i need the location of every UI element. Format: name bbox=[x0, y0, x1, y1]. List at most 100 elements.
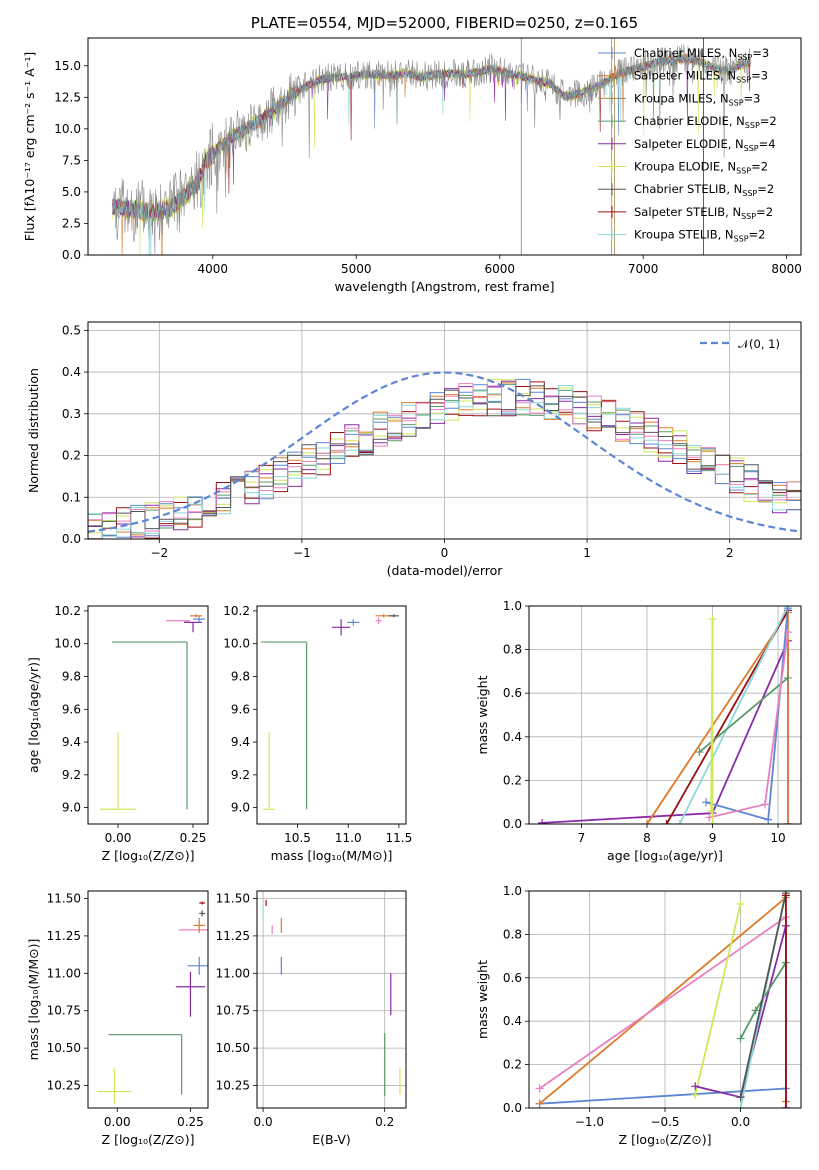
x-tick-label: 7 bbox=[578, 831, 586, 845]
legend-subscript: SSP bbox=[734, 235, 749, 244]
y-tick-label: 15.0 bbox=[54, 59, 81, 73]
mass-weight-marker bbox=[751, 1006, 760, 1015]
x-tick-label: 0.0 bbox=[254, 1115, 273, 1129]
x-tick-label: 5000 bbox=[341, 262, 372, 276]
y-tick-label: 10.2 bbox=[54, 604, 81, 618]
mass-weight-line bbox=[698, 677, 789, 753]
mass-weight-line bbox=[539, 916, 787, 1090]
y-tick-label: 11.00 bbox=[47, 966, 81, 980]
residual-histogram bbox=[88, 383, 801, 532]
x-axis-label: wavelength [Angstrom, rest frame] bbox=[334, 279, 554, 294]
spectrum-frame bbox=[87, 37, 802, 256]
x-tick-label: 11.0 bbox=[335, 831, 362, 845]
x-tick-label: 0.00 bbox=[105, 831, 132, 845]
legend-tail: =4 bbox=[759, 137, 776, 151]
x-axis-label: (data-model)/error bbox=[387, 563, 504, 578]
y-tick-label: 7.5 bbox=[62, 153, 81, 167]
y-tick-label: 1.0 bbox=[503, 599, 522, 613]
legend-entry: Salpeter STELIB, NSSP=2 bbox=[634, 205, 773, 221]
x-axis-label: E(B-V) bbox=[312, 1132, 351, 1147]
massweight_vs_z-panel: −1.0 −0.5 0.0 0.0 0.2 0.4 0.6 0.8 1.0 Z [log₁₀(Z/… bbox=[475, 884, 802, 1147]
massweight_vs_age-marks bbox=[538, 606, 792, 824]
legend-tail: =2 bbox=[749, 228, 766, 242]
y-tick-label: 0.4 bbox=[503, 730, 522, 744]
mass-weight-line bbox=[710, 619, 714, 824]
errorbar-point bbox=[388, 614, 399, 618]
mass-weight-marker bbox=[783, 673, 792, 682]
legend-tail: =3 bbox=[744, 91, 761, 105]
x-tick-label: −2 bbox=[150, 546, 168, 560]
y-tick-label: 5.0 bbox=[62, 185, 81, 199]
errorbar-point bbox=[193, 917, 206, 933]
legend-entry: Chabrier ELODIE, NSSP=2 bbox=[634, 114, 777, 130]
spectrum-panel: 4000 5000 6000 7000 8000 0.0 2.5 5.0 7.5 10.0 12.5… bbox=[22, 14, 802, 294]
y-tick-label: 0.0 bbox=[503, 1101, 522, 1115]
legend-subscript: SSP bbox=[744, 144, 759, 153]
residuals-frame bbox=[87, 321, 802, 540]
mass_vs_z-panel: 0.00 0.25 10.25 10.50 10.75 11.00 11.25 11.50 Z … bbox=[26, 890, 209, 1147]
mass-weight-marker bbox=[736, 900, 745, 909]
mass_vs_ebv-panel: 0.0 0.2 10.25 10.50 10.75 11.00 11.25 11.50 E(B-… bbox=[216, 890, 407, 1147]
x-axis-label: mass [log₁₀(M/M⊙)] bbox=[271, 848, 393, 863]
y-axis-label: age [log₁₀(age/yr)] bbox=[26, 657, 41, 773]
y-tick-label: 9.4 bbox=[231, 735, 250, 749]
y-tick-label: 9.4 bbox=[62, 735, 81, 749]
legend-entry: Chabrier STELIB, NSSP=2 bbox=[634, 182, 774, 198]
y-axis-label: mass weight bbox=[475, 675, 490, 754]
y-tick-label: 0.3 bbox=[62, 407, 81, 421]
errorbar-point bbox=[199, 910, 206, 917]
legend-entry: Chabrier MILES, NSSP=3 bbox=[634, 46, 769, 62]
residuals-marks bbox=[88, 371, 801, 539]
y-tick-label: 0.4 bbox=[503, 1014, 522, 1028]
legend-tail: =2 bbox=[756, 205, 773, 219]
y-tick-label: 0.2 bbox=[503, 1058, 522, 1072]
x-tick-label: 0 bbox=[441, 546, 449, 560]
mass-weight-marker bbox=[708, 820, 717, 824]
spectrum-series-line bbox=[112, 44, 751, 254]
y-tick-label: 9.0 bbox=[62, 801, 81, 815]
mass-weight-line bbox=[705, 608, 789, 821]
mass-weight-marker bbox=[736, 1034, 745, 1043]
y-tick-label: 0.8 bbox=[503, 927, 522, 941]
x-axis-label: age [log₁₀(age/yr)] bbox=[607, 848, 723, 863]
y-tick-label: 11.50 bbox=[216, 891, 250, 905]
y-axis-label: Flux [fλ10⁻¹⁷ erg cm⁻² s⁻¹ A⁻¹] bbox=[22, 52, 37, 241]
age_vs_z-marks bbox=[100, 614, 205, 810]
y-tick-label: 11.50 bbox=[47, 891, 81, 905]
y-tick-label: 10.2 bbox=[223, 604, 250, 618]
y-tick-label: 9.8 bbox=[231, 669, 250, 683]
age_vs_mass-frame bbox=[256, 605, 407, 825]
mass-weight-marker bbox=[760, 800, 769, 809]
mass_vs_ebv-marks bbox=[262, 899, 401, 1097]
mass-weight-marker bbox=[783, 628, 792, 637]
y-tick-label: 0.6 bbox=[503, 686, 522, 700]
x-tick-label: 10 bbox=[770, 831, 785, 845]
y-tick-label: 1.0 bbox=[503, 884, 522, 898]
errorbar-point bbox=[96, 1067, 132, 1104]
mass-weight-marker bbox=[538, 818, 547, 824]
errorbar-point bbox=[347, 619, 360, 626]
legend-tail: =3 bbox=[751, 69, 768, 83]
age_vs_mass-marks bbox=[261, 614, 399, 810]
mass-weight-line bbox=[678, 606, 789, 824]
legend-subscript: SSP bbox=[736, 76, 751, 85]
legend-entry: Salpeter ELODIE, NSSP=4 bbox=[634, 137, 776, 153]
x-tick-label: 0.25 bbox=[180, 831, 207, 845]
mass-weight-marker bbox=[783, 820, 792, 824]
legend-subscript: SSP bbox=[745, 121, 760, 130]
y-tick-label: 0.6 bbox=[503, 971, 522, 985]
y-tick-label: 9.2 bbox=[231, 768, 250, 782]
legend-tail: =2 bbox=[751, 160, 768, 174]
mass-weight-marker bbox=[736, 1093, 745, 1102]
y-tick-label: 10.25 bbox=[47, 1079, 81, 1093]
y-tick-label: 0.0 bbox=[62, 532, 81, 546]
legend-subscript: SSP bbox=[741, 212, 756, 221]
y-tick-label: 0.4 bbox=[62, 365, 81, 379]
spectrum-legend: Chabrier MILES, NSSP=3 Salpeter MILES, NS… bbox=[598, 46, 777, 244]
legend-subscript: SSP bbox=[729, 98, 744, 107]
mass-weight-marker bbox=[736, 1104, 745, 1108]
x-tick-label: 8 bbox=[643, 831, 651, 845]
x-tick-label: 0.25 bbox=[177, 1115, 204, 1129]
y-tick-label: 0.2 bbox=[62, 449, 81, 463]
x-axis-label: Z [log₁₀(Z/Z⊙)] bbox=[102, 848, 195, 863]
